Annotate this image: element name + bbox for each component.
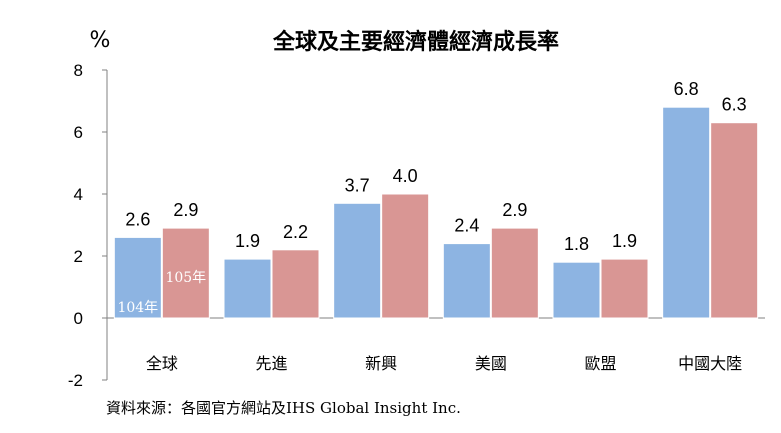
data-label: 2.6 <box>125 209 150 229</box>
bar <box>271 249 320 319</box>
category-label: 全球 <box>146 354 178 373</box>
y-tick-label: 6 <box>74 123 83 142</box>
category-label: 美國 <box>475 354 507 373</box>
y-tick-label: 2 <box>74 247 83 266</box>
chart-title: 全球及主要經濟體經濟成長率 <box>272 29 559 55</box>
data-label: 6.8 <box>674 79 699 99</box>
bars <box>113 106 759 319</box>
bar <box>552 261 601 319</box>
data-label: 4.0 <box>393 166 418 186</box>
bar <box>223 258 272 319</box>
data-label: 2.9 <box>173 200 198 220</box>
category-label: 先進 <box>255 354 287 373</box>
data-label: 1.9 <box>612 231 637 251</box>
bar <box>161 227 210 319</box>
bar <box>113 236 162 319</box>
bar <box>490 227 539 319</box>
bar <box>600 258 649 319</box>
data-label: 2.9 <box>502 200 527 220</box>
bar <box>381 193 430 319</box>
y-axis-unit: % <box>90 28 111 53</box>
y-tick-label: 4 <box>74 185 83 204</box>
data-label: 3.7 <box>345 175 370 195</box>
category-label: 歐盟 <box>584 354 616 373</box>
series-label: 105年 <box>165 270 206 286</box>
data-label: 6.3 <box>722 95 747 115</box>
bar <box>710 122 759 319</box>
data-label: 2.4 <box>454 216 479 236</box>
bar <box>333 202 382 319</box>
data-label: 2.2 <box>283 222 308 242</box>
category-label: 中國大陸 <box>678 354 742 373</box>
y-tick-label: 8 <box>74 61 83 80</box>
series-label: 104年 <box>117 300 158 316</box>
bar <box>442 243 491 319</box>
axes: -2 0 2 4 6 8 <box>68 61 765 390</box>
y-tick-label: 0 <box>74 309 83 328</box>
category-label: 新興 <box>365 354 397 373</box>
data-label: 1.9 <box>235 231 260 251</box>
source-note: 資料來源：各國官方網站及IHS Global Insight Inc. <box>106 399 461 417</box>
bar <box>662 106 711 319</box>
data-label: 1.8 <box>564 234 589 254</box>
y-tick-label: -2 <box>68 371 83 390</box>
